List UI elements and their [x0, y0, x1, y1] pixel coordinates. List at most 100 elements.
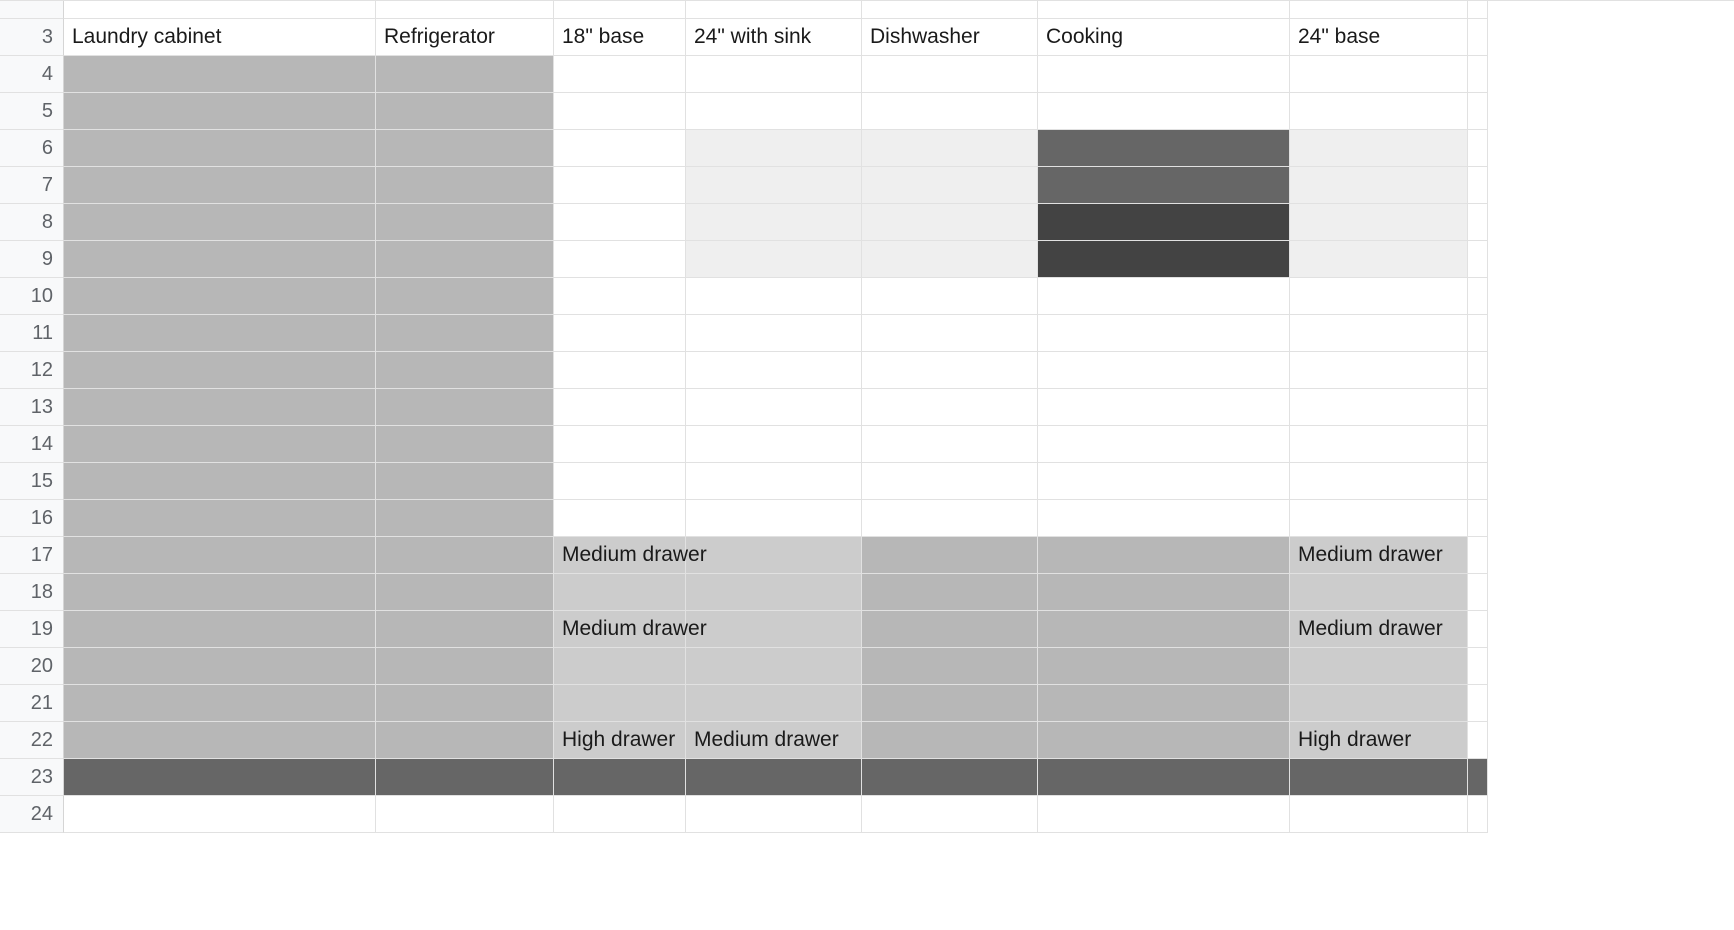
- cell-H13[interactable]: [1468, 389, 1488, 426]
- cell-G9[interactable]: [1290, 241, 1468, 278]
- cell-F4[interactable]: [1038, 56, 1290, 93]
- cell-D23[interactable]: [686, 759, 862, 796]
- cell-G8[interactable]: [1290, 204, 1468, 241]
- cell-B21[interactable]: [376, 685, 554, 722]
- cell-A3[interactable]: Laundry cabinet: [64, 19, 376, 56]
- cell-B13[interactable]: [376, 389, 554, 426]
- cell-D3[interactable]: 24" with sink: [686, 19, 862, 56]
- cell-H6[interactable]: [1468, 130, 1488, 167]
- cell-H2[interactable]: [1468, 1, 1488, 19]
- cell-C6[interactable]: [554, 130, 686, 167]
- row-header[interactable]: 12: [0, 352, 64, 389]
- cell-G18[interactable]: [1290, 574, 1468, 611]
- cell-A14[interactable]: [64, 426, 376, 463]
- row-header[interactable]: 6: [0, 130, 64, 167]
- cell-E13[interactable]: [862, 389, 1038, 426]
- cell-D2[interactable]: [686, 1, 862, 19]
- row-header[interactable]: 14: [0, 426, 64, 463]
- cell-H10[interactable]: [1468, 278, 1488, 315]
- cell-F15[interactable]: [1038, 463, 1290, 500]
- cell-H4[interactable]: [1468, 56, 1488, 93]
- cell-E14[interactable]: [862, 426, 1038, 463]
- cell-G23[interactable]: [1290, 759, 1468, 796]
- cell-G2[interactable]: [1290, 1, 1468, 19]
- cell-H11[interactable]: [1468, 315, 1488, 352]
- cell-F7[interactable]: [1038, 167, 1290, 204]
- cell-C17[interactable]: Medium drawer: [554, 537, 686, 574]
- cell-B6[interactable]: [376, 130, 554, 167]
- row-header[interactable]: 22: [0, 722, 64, 759]
- cell-F8[interactable]: [1038, 204, 1290, 241]
- cell-D21[interactable]: [686, 685, 862, 722]
- cell-G7[interactable]: [1290, 167, 1468, 204]
- cell-C22[interactable]: High drawer: [554, 722, 686, 759]
- cell-D9[interactable]: [686, 241, 862, 278]
- cell-A18[interactable]: [64, 574, 376, 611]
- cell-D11[interactable]: [686, 315, 862, 352]
- cell-G3[interactable]: 24" base: [1290, 19, 1468, 56]
- row-header[interactable]: 7: [0, 167, 64, 204]
- cell-D18[interactable]: [686, 574, 862, 611]
- cell-F9[interactable]: [1038, 241, 1290, 278]
- cell-A13[interactable]: [64, 389, 376, 426]
- cell-A17[interactable]: [64, 537, 376, 574]
- cell-E24[interactable]: [862, 796, 1038, 833]
- cell-H12[interactable]: [1468, 352, 1488, 389]
- cell-A5[interactable]: [64, 93, 376, 130]
- cell-E5[interactable]: [862, 93, 1038, 130]
- cell-G12[interactable]: [1290, 352, 1468, 389]
- cell-E2[interactable]: [862, 1, 1038, 19]
- cell-A23[interactable]: [64, 759, 376, 796]
- cell-A24[interactable]: [64, 796, 376, 833]
- cell-E16[interactable]: [862, 500, 1038, 537]
- cell-F22[interactable]: [1038, 722, 1290, 759]
- cell-B17[interactable]: [376, 537, 554, 574]
- row-header[interactable]: 21: [0, 685, 64, 722]
- cell-G13[interactable]: [1290, 389, 1468, 426]
- cell-E12[interactable]: [862, 352, 1038, 389]
- cell-H7[interactable]: [1468, 167, 1488, 204]
- cell-E15[interactable]: [862, 463, 1038, 500]
- cell-C21[interactable]: [554, 685, 686, 722]
- cell-C2[interactable]: [554, 1, 686, 19]
- row-header[interactable]: 20: [0, 648, 64, 685]
- cell-D20[interactable]: [686, 648, 862, 685]
- cell-E4[interactable]: [862, 56, 1038, 93]
- row-header[interactable]: 17: [0, 537, 64, 574]
- cell-E11[interactable]: [862, 315, 1038, 352]
- cell-G10[interactable]: [1290, 278, 1468, 315]
- cell-G14[interactable]: [1290, 426, 1468, 463]
- cell-B3[interactable]: Refrigerator: [376, 19, 554, 56]
- cell-D13[interactable]: [686, 389, 862, 426]
- cell-A20[interactable]: [64, 648, 376, 685]
- cell-B11[interactable]: [376, 315, 554, 352]
- cell-D12[interactable]: [686, 352, 862, 389]
- cell-A15[interactable]: [64, 463, 376, 500]
- cell-D15[interactable]: [686, 463, 862, 500]
- cell-D5[interactable]: [686, 93, 862, 130]
- cell-C19[interactable]: Medium drawer: [554, 611, 686, 648]
- cell-C8[interactable]: [554, 204, 686, 241]
- cell-E9[interactable]: [862, 241, 1038, 278]
- cell-H9[interactable]: [1468, 241, 1488, 278]
- cell-A21[interactable]: [64, 685, 376, 722]
- cell-B4[interactable]: [376, 56, 554, 93]
- cell-F13[interactable]: [1038, 389, 1290, 426]
- cell-H21[interactable]: [1468, 685, 1488, 722]
- cell-A2[interactable]: [64, 1, 376, 19]
- cell-H22[interactable]: [1468, 722, 1488, 759]
- row-header[interactable]: 9: [0, 241, 64, 278]
- cell-B7[interactable]: [376, 167, 554, 204]
- cell-F11[interactable]: [1038, 315, 1290, 352]
- cell-F16[interactable]: [1038, 500, 1290, 537]
- cell-A22[interactable]: [64, 722, 376, 759]
- cell-A6[interactable]: [64, 130, 376, 167]
- cell-C12[interactable]: [554, 352, 686, 389]
- cell-E8[interactable]: [862, 204, 1038, 241]
- row-header[interactable]: 3: [0, 19, 64, 56]
- cell-F5[interactable]: [1038, 93, 1290, 130]
- cell-E22[interactable]: [862, 722, 1038, 759]
- cell-F10[interactable]: [1038, 278, 1290, 315]
- cell-A10[interactable]: [64, 278, 376, 315]
- cell-E18[interactable]: [862, 574, 1038, 611]
